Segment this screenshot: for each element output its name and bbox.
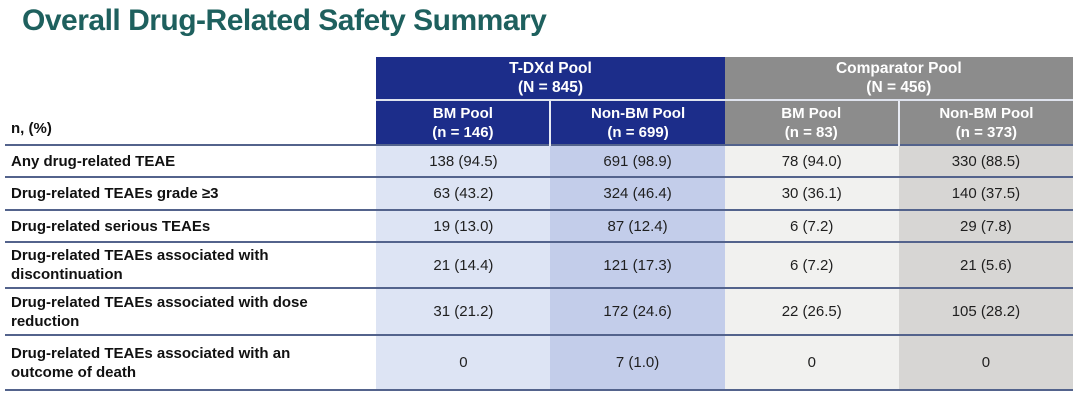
table-row: Drug-related TEAEs grade ≥3 63 (43.2) 32… bbox=[5, 176, 1073, 210]
cell-comparator-bm: 6 (7.2) bbox=[724, 209, 899, 242]
table-row: Drug-related serious TEAEs 19 (13.0) 87 … bbox=[5, 209, 1073, 242]
cell-tdxd-nonbm: 7 (1.0) bbox=[550, 334, 725, 391]
cell-tdxd-nonbm: 87 (12.4) bbox=[550, 209, 725, 242]
subheader-tdxd-nonbm-pool: Non-BM Pool (n = 699) bbox=[549, 100, 725, 145]
cell-tdxd-bm: 138 (94.5) bbox=[376, 144, 551, 177]
row-label: Drug-related serious TEAEs bbox=[5, 209, 377, 242]
cell-comparator-bm: 30 (36.1) bbox=[724, 176, 899, 210]
cell-comparator-bm: 22 (26.5) bbox=[724, 287, 899, 335]
subheader-comparator-bm-pool: BM Pool (n = 83) bbox=[724, 100, 899, 145]
col-group-comparator-pool: Comparator Pool (N = 456) bbox=[724, 57, 1073, 101]
cell-tdxd-nonbm: 172 (24.6) bbox=[550, 287, 725, 335]
pool-header-row: T-DXd Pool (N = 845) Comparator Pool (N … bbox=[5, 57, 1073, 101]
corner-blank-cell bbox=[5, 57, 377, 100]
table-row: Drug-related TEAEs associated with an ou… bbox=[5, 334, 1073, 391]
page-title: Overall Drug-Related Safety Summary bbox=[22, 4, 547, 37]
cell-comparator-nonbm: 29 (7.8) bbox=[898, 209, 1073, 242]
corner-label: n, (%) bbox=[5, 100, 377, 145]
cell-tdxd-nonbm: 324 (46.4) bbox=[550, 176, 725, 210]
col-group-tdxd-label: T-DXd Pool bbox=[509, 60, 592, 77]
col-group-comparator-label: Comparator Pool bbox=[835, 60, 962, 77]
cell-tdxd-bm: 19 (13.0) bbox=[376, 209, 551, 242]
row-label: Drug-related TEAEs associated with dose … bbox=[5, 287, 377, 335]
table-row: Drug-related TEAEs associated with dose … bbox=[5, 287, 1073, 335]
cell-tdxd-nonbm: 121 (17.3) bbox=[550, 241, 725, 288]
table-row: Drug-related TEAEs associated with disco… bbox=[5, 241, 1073, 288]
cell-comparator-nonbm: 140 (37.5) bbox=[898, 176, 1073, 210]
col-group-tdxd-pool: T-DXd Pool (N = 845) bbox=[376, 57, 725, 101]
cell-comparator-nonbm: 0 bbox=[898, 334, 1073, 391]
col-group-comparator-n: (N = 456) bbox=[866, 79, 932, 96]
cell-tdxd-bm: 31 (21.2) bbox=[376, 287, 551, 335]
row-label: Any drug-related TEAE bbox=[5, 144, 377, 177]
col-group-tdxd-n: (N = 845) bbox=[517, 79, 584, 96]
cell-comparator-nonbm: 21 (5.6) bbox=[898, 241, 1073, 288]
cell-tdxd-nonbm: 691 (98.9) bbox=[550, 144, 725, 177]
safety-summary-table: T-DXd Pool (N = 845) Comparator Pool (N … bbox=[5, 57, 1073, 391]
cell-comparator-bm: 0 bbox=[724, 334, 899, 391]
subheader-tdxd-bm-pool: BM Pool (n = 146) bbox=[376, 100, 551, 145]
subheader-comparator-nonbm-pool: Non-BM Pool (n = 373) bbox=[897, 100, 1073, 145]
cell-tdxd-bm: 0 bbox=[376, 334, 551, 391]
cell-comparator-bm: 78 (94.0) bbox=[724, 144, 899, 177]
table-row: Any drug-related TEAE 138 (94.5) 691 (98… bbox=[5, 144, 1073, 177]
row-label: Drug-related TEAEs grade ≥3 bbox=[5, 176, 377, 210]
cell-tdxd-bm: 21 (14.4) bbox=[376, 241, 551, 288]
subheader-row: n, (%) BM Pool (n = 146) Non-BM Pool (n … bbox=[5, 100, 1073, 145]
cell-comparator-nonbm: 105 (28.2) bbox=[898, 287, 1073, 335]
cell-comparator-nonbm: 330 (88.5) bbox=[898, 144, 1073, 177]
cell-comparator-bm: 6 (7.2) bbox=[724, 241, 899, 288]
row-label: Drug-related TEAEs associated with an ou… bbox=[5, 334, 377, 391]
row-label: Drug-related TEAEs associated with disco… bbox=[5, 241, 377, 288]
cell-tdxd-bm: 63 (43.2) bbox=[376, 176, 551, 210]
